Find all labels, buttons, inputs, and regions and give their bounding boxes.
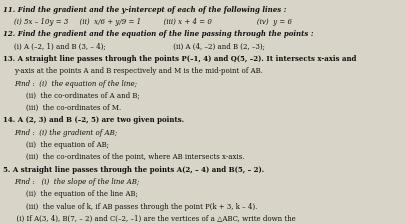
Text: 5. A straight line passes through the points A(2, – 4) and B(5, – 2).: 5. A straight line passes through the po… [3, 166, 264, 174]
Text: 11. Find the gradient and the y-intercept of each of the following lines :: 11. Find the gradient and the y-intercep… [3, 6, 286, 14]
Text: (iii)  the co-ordinates of the point, where AB intersects x-axis.: (iii) the co-ordinates of the point, whe… [26, 153, 244, 162]
Text: 13. A straight line passes through the points P(–1, 4) and Q(5, –2). It intersec: 13. A straight line passes through the p… [3, 55, 356, 63]
Text: (i) 5x – 10y = 3     (ii)  x/6 + y/9 = 1          (iii) x + 4 = 0               : (i) 5x – 10y = 3 (ii) x/6 + y/9 = 1 (iii… [14, 18, 292, 26]
Text: (ii)  the equation of AB;: (ii) the equation of AB; [26, 141, 109, 149]
Text: (iii)  the co-ordinates of M.: (iii) the co-ordinates of M. [26, 104, 122, 112]
Text: 14. A (2, 3) and B (–2, 5) are two given points.: 14. A (2, 3) and B (–2, 5) are two given… [3, 116, 184, 125]
Text: Find :   (i)  the slope of the line AB;: Find : (i) the slope of the line AB; [14, 178, 139, 186]
Text: (i) A (–2, 1) and B (3, – 4);                              (ii) A (4, –2) and B : (i) A (–2, 1) and B (3, – 4); (ii) A (4,… [14, 43, 264, 51]
Text: y-axis at the points A and B respectively and M is the mid-point of AB.: y-axis at the points A and B respectivel… [14, 67, 262, 75]
Text: Find :  (i) the gradient of AB;: Find : (i) the gradient of AB; [14, 129, 117, 137]
Text: Find :  (i)  the equation of the line;: Find : (i) the equation of the line; [14, 80, 137, 88]
Text: (ii)  the equation of the line AB;: (ii) the equation of the line AB; [26, 190, 138, 198]
Text: (ii)  the co-ordinates of A and B;: (ii) the co-ordinates of A and B; [26, 92, 140, 100]
Text: (iii)  the value of k, if AB passes through the point P(k + 3, k – 4).: (iii) the value of k, if AB passes throu… [26, 203, 257, 211]
Text: (i) If A(3, 4), B(7, – 2) and C(–2, –1) are the vertices of a △ABC, write down t: (i) If A(3, 4), B(7, – 2) and C(–2, –1) … [3, 215, 295, 223]
Text: 12. Find the gradient and the equation of the line passing through the points :: 12. Find the gradient and the equation o… [3, 30, 313, 38]
